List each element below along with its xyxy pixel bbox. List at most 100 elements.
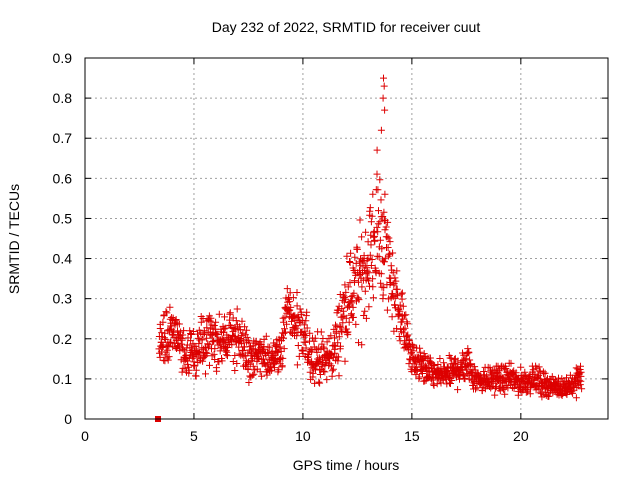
data-point bbox=[243, 359, 251, 367]
data-point bbox=[358, 233, 366, 241]
data-point bbox=[368, 212, 376, 220]
data-point bbox=[349, 313, 357, 321]
data-point bbox=[572, 394, 580, 402]
data-point bbox=[393, 325, 401, 333]
data-point bbox=[212, 318, 220, 326]
data-point bbox=[205, 341, 213, 349]
data-point bbox=[398, 289, 406, 297]
data-point bbox=[379, 94, 387, 102]
data-point bbox=[240, 352, 248, 360]
data-point bbox=[535, 363, 543, 371]
data-point bbox=[165, 342, 173, 350]
data-point bbox=[256, 368, 264, 376]
data-point bbox=[367, 218, 375, 226]
data-point bbox=[334, 357, 342, 365]
data-point bbox=[174, 327, 181, 335]
data-point bbox=[303, 308, 311, 316]
data-point bbox=[345, 318, 353, 326]
data-point bbox=[321, 368, 329, 376]
data-point bbox=[380, 208, 388, 216]
data-point bbox=[206, 361, 213, 369]
data-point bbox=[192, 372, 200, 380]
data-point bbox=[577, 362, 584, 370]
data-point bbox=[207, 314, 215, 322]
data-point bbox=[293, 302, 301, 310]
data-point bbox=[364, 238, 372, 246]
data-point bbox=[428, 360, 436, 368]
data-point bbox=[317, 328, 325, 336]
data-point bbox=[395, 333, 403, 340]
data-point bbox=[351, 277, 358, 285]
data-point bbox=[383, 233, 391, 241]
data-point bbox=[224, 352, 231, 360]
data-point bbox=[462, 355, 470, 363]
data-point bbox=[246, 372, 254, 380]
data-point bbox=[440, 359, 448, 367]
data-point bbox=[243, 326, 251, 334]
y-tick-label: 0.9 bbox=[53, 50, 73, 66]
data-point bbox=[368, 256, 376, 263]
data-point bbox=[454, 386, 462, 394]
data-point bbox=[335, 372, 343, 380]
data-point bbox=[344, 328, 352, 336]
data-point bbox=[251, 339, 259, 347]
data-point bbox=[366, 251, 374, 259]
data-point bbox=[195, 340, 203, 348]
data-point bbox=[260, 355, 267, 363]
data-point bbox=[463, 350, 471, 358]
data-point bbox=[166, 303, 174, 311]
data-point bbox=[335, 353, 343, 361]
data-point bbox=[369, 190, 377, 198]
data-point bbox=[388, 313, 396, 321]
data-point bbox=[306, 368, 314, 376]
data-point bbox=[402, 311, 410, 319]
data-point bbox=[377, 279, 385, 287]
data-point bbox=[302, 344, 310, 352]
data-point bbox=[179, 345, 187, 353]
data-point bbox=[340, 292, 348, 300]
data-point bbox=[578, 385, 586, 393]
data-point bbox=[409, 347, 417, 355]
data-point bbox=[354, 294, 362, 302]
data-point bbox=[279, 354, 287, 362]
data-point bbox=[400, 329, 408, 337]
data-point bbox=[376, 236, 384, 244]
data-point bbox=[494, 368, 502, 376]
data-point bbox=[233, 360, 241, 367]
data-point bbox=[517, 363, 525, 371]
data-point bbox=[164, 356, 172, 364]
data-point bbox=[194, 347, 202, 355]
data-point bbox=[294, 342, 302, 349]
data-point bbox=[203, 334, 211, 342]
data-point bbox=[342, 314, 350, 322]
data-point bbox=[192, 366, 200, 374]
data-point bbox=[392, 277, 400, 285]
y-tick-label: 0.4 bbox=[53, 251, 73, 267]
data-point bbox=[185, 366, 193, 374]
data-point bbox=[379, 291, 387, 299]
data-point bbox=[403, 318, 411, 326]
data-point bbox=[336, 322, 344, 330]
y-tick-label: 0.8 bbox=[53, 90, 73, 106]
data-point bbox=[352, 259, 360, 267]
data-point bbox=[266, 343, 274, 351]
data-point bbox=[397, 290, 405, 298]
data-point bbox=[338, 328, 346, 336]
data-point bbox=[415, 373, 423, 381]
data-point bbox=[318, 340, 326, 348]
data-point bbox=[249, 362, 257, 370]
data-point bbox=[369, 275, 377, 283]
x-tick-label: 15 bbox=[404, 428, 420, 444]
data-point bbox=[393, 292, 401, 300]
data-point bbox=[292, 324, 300, 332]
data-point bbox=[448, 377, 456, 384]
data-point bbox=[362, 228, 370, 236]
data-point bbox=[404, 320, 411, 328]
data-point bbox=[389, 249, 397, 257]
data-point bbox=[416, 344, 424, 352]
data-point bbox=[287, 303, 295, 311]
data-point bbox=[278, 363, 286, 371]
data-point bbox=[332, 321, 339, 329]
data-point bbox=[385, 234, 393, 242]
